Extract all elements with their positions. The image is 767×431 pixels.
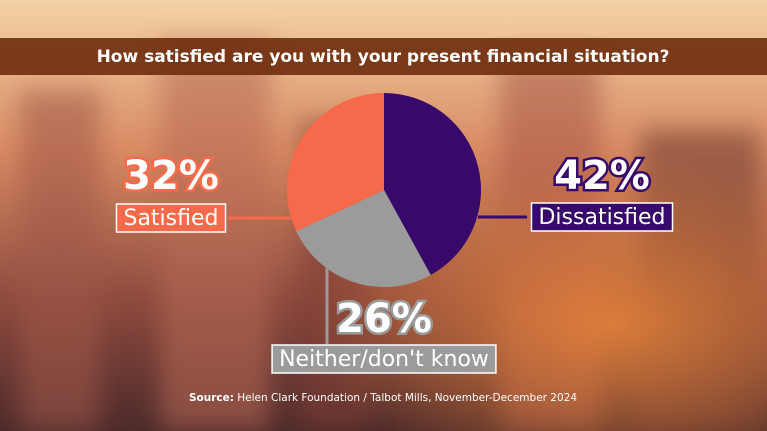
source-text: Helen Clark Foundation / Talbot Mills, N…: [237, 392, 577, 404]
source-label: Source:: [189, 392, 234, 404]
value-label: 32%: [123, 153, 219, 199]
category-label: Neither/don't know: [279, 347, 489, 372]
category-label: Dissatisfied: [538, 205, 665, 230]
label-box: [530, 202, 674, 232]
pie-slice: [296, 190, 431, 287]
label-box: [115, 203, 227, 233]
pie-slice: [384, 93, 481, 276]
source: Source: Helen Clark Foundation / Talbot …: [189, 392, 577, 404]
chart-title: How satisfied are you with your present …: [97, 47, 670, 67]
value-label: 42%: [554, 153, 650, 199]
value-label: 26%: [336, 296, 432, 342]
title-bar: [0, 38, 767, 75]
pie-slice: [286, 93, 384, 232]
category-label: Satisfied: [123, 206, 218, 231]
label-box: [271, 344, 497, 374]
